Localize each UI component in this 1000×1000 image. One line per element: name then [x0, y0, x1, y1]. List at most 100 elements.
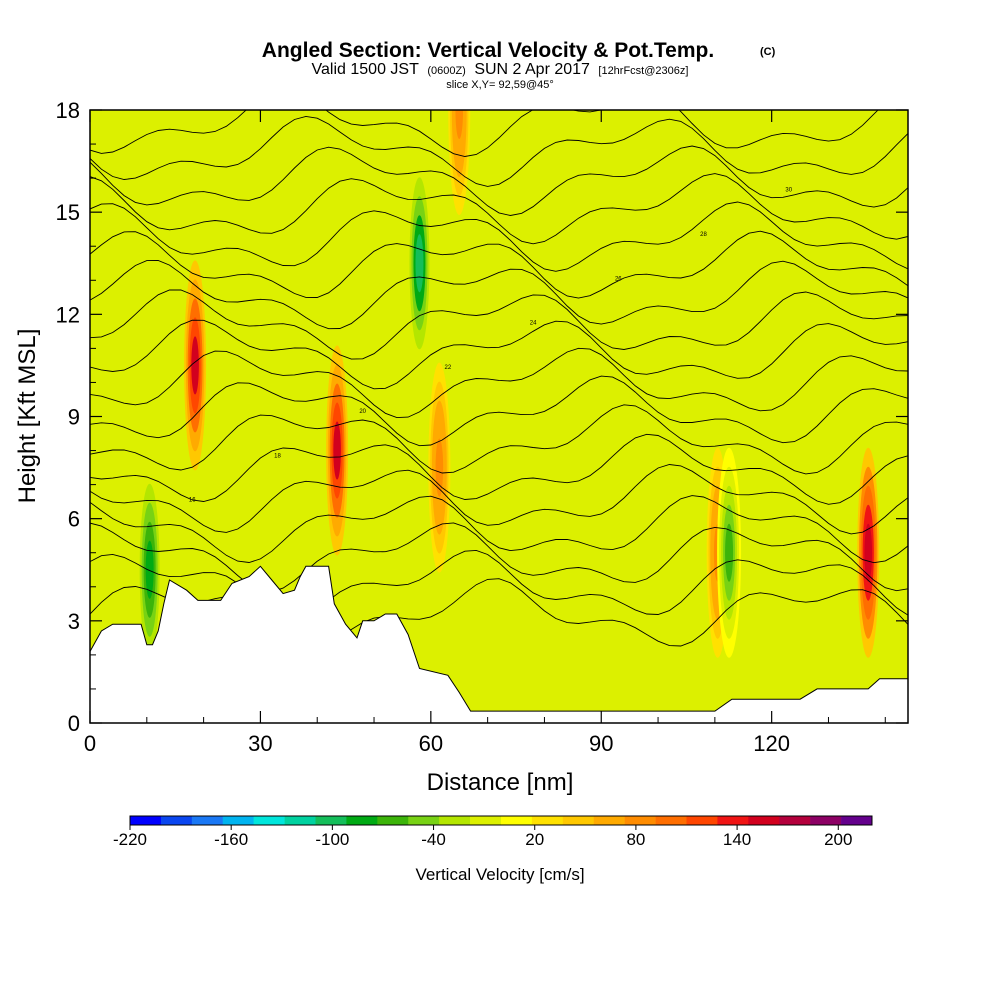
contour-label: 26: [615, 276, 622, 282]
colorbar-segment: [191, 816, 224, 825]
valid-zulu: (0600Z): [427, 65, 466, 77]
colorbar-segment: [253, 816, 285, 825]
theta-contour: [90, 347, 908, 419]
colorbar-segment: [160, 816, 193, 825]
contour-label: 24: [530, 321, 537, 327]
y-axis-label: Height [Kft MSL]: [14, 329, 41, 504]
theta-contour: [90, 173, 908, 245]
colorbar-tick-label: -220: [113, 830, 147, 849]
colorbar-segment: [315, 816, 347, 825]
colorbar-tick-label: -160: [214, 830, 248, 849]
colorbar-segment: [284, 816, 316, 825]
colorbar-segment: [130, 816, 162, 825]
colorbar-segment: [748, 816, 780, 825]
theta-contour: [90, 375, 908, 447]
y-axis: 0 3 6 9 12 15 18: [56, 98, 908, 736]
x-axis-label: Distance [nm]: [427, 769, 574, 796]
colorbar-segment: [470, 816, 502, 825]
valid-prefix: Valid 1500 JST: [312, 61, 420, 78]
colorbar-segment: [562, 816, 595, 825]
copyright-mark: (C): [760, 46, 776, 58]
theta-contour: [90, 464, 908, 535]
velocity-feature: [448, 110, 471, 215]
theta-contour: [90, 522, 908, 593]
colorbar-segment: [655, 816, 687, 825]
velocity-feature: [137, 464, 162, 675]
velocity-band: [145, 540, 154, 599]
colorbar-segment: [377, 816, 409, 825]
contour-label: 30: [785, 188, 792, 194]
theta-contour: [90, 259, 908, 330]
colorbar-segment: [779, 816, 811, 825]
velocity-features: [137, 110, 880, 675]
y-tick-label: 6: [68, 507, 80, 532]
theta-contour: [90, 319, 908, 390]
contour-label: 20: [359, 409, 366, 415]
velocity-feature: [717, 447, 742, 658]
colorbar-segment: [593, 816, 625, 825]
colorbar-label: Vertical Velocity [cm/s]: [415, 865, 584, 884]
theta-contour: [90, 115, 908, 187]
theta-contour: [90, 289, 908, 360]
contour-label: 16: [189, 498, 196, 504]
velocity-band: [455, 110, 464, 139]
colorbar-segment: [841, 816, 873, 825]
terrain: [90, 565, 908, 723]
velocity-band: [415, 234, 424, 293]
forecast-tag: [12hrFcst@2306z]: [598, 65, 688, 77]
x-tick-label: 0: [84, 731, 96, 756]
colorbar-tick-label: -40: [421, 830, 446, 849]
colorbar-segment: [810, 816, 842, 825]
colorbar-segment: [717, 816, 749, 825]
colorbar-segment: [222, 816, 254, 825]
contour-label: 22: [445, 365, 452, 371]
y-tick-label: 3: [68, 609, 80, 634]
valid-day: SUN 2 Apr 2017: [474, 61, 590, 78]
velocity-band: [725, 523, 734, 582]
velocity-feature: [407, 158, 432, 369]
colorbar-segment: [501, 816, 533, 825]
chart-title: Angled Section: Vertical Velocity & Pot.…: [262, 39, 714, 62]
y-tick-label: 18: [56, 98, 80, 123]
colorbar-segment: [439, 816, 471, 825]
velocity-band: [435, 438, 444, 497]
y-tick-label: 15: [56, 200, 80, 225]
y-tick-label: 0: [68, 711, 80, 736]
theta-contours: 16 18 20 22 24 26 28 30: [90, 110, 908, 649]
x-tick-label: 30: [248, 731, 272, 756]
y-tick-label: 9: [68, 405, 80, 430]
colorbar-segment: [624, 816, 656, 825]
velocity-feature: [857, 447, 880, 658]
colorbar-tick-label: 140: [723, 830, 751, 849]
contour-label: 28: [700, 232, 707, 238]
theta-contour: [90, 145, 908, 216]
theta-contour: [90, 230, 908, 299]
theta-contour: [90, 549, 908, 621]
x-tick-label: 90: [589, 731, 613, 756]
x-axis: 0 30 60 90 120: [84, 110, 886, 756]
colorbar-tick-label: 200: [824, 830, 852, 849]
velocity-band: [191, 336, 199, 395]
colorbar-tick-label: 80: [626, 830, 645, 849]
velocity-feature: [428, 362, 451, 573]
velocity-feature: [184, 260, 207, 471]
velocity-band: [864, 523, 873, 582]
colorbar-tick-label: -100: [315, 830, 349, 849]
theta-contour: [90, 110, 879, 157]
colorbar-segment: [531, 816, 564, 825]
colorbar-tick-label: 20: [525, 830, 544, 849]
y-tick-label: 12: [56, 302, 80, 327]
velocity-feature: [326, 345, 349, 556]
colorbar-segment: [408, 816, 440, 825]
theta-contour: [90, 433, 908, 505]
plot-area: 16 18 20 22 24 26 28 30: [90, 110, 908, 723]
theta-contour: [90, 404, 908, 475]
colorbar-segment: [686, 816, 718, 825]
x-tick-label: 120: [753, 731, 790, 756]
slice-info: slice X,Y= 92,59@45°: [446, 79, 554, 91]
contour-label: 18: [274, 453, 281, 459]
theta-contour: [90, 201, 908, 272]
colorbar-segment: [346, 816, 378, 825]
theta-contour: [90, 495, 908, 564]
